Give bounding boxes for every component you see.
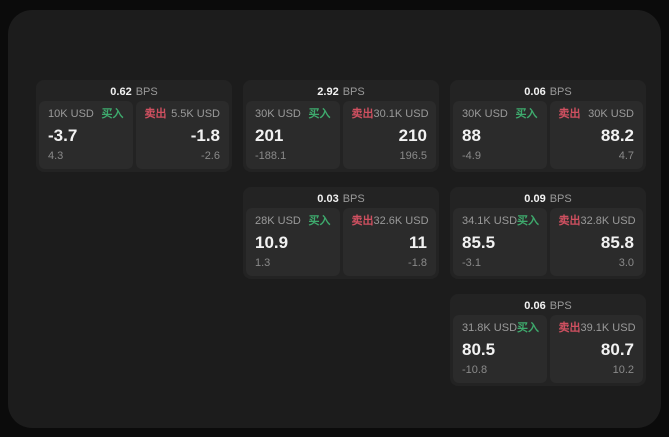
sell-size: 30.1K USD [373,108,429,120]
spread-header: 0.06 BPS [453,297,643,315]
spread-value: 0.06 [524,85,546,98]
quotes-panel: 0.62 BPS 10K USD 买入 -3.7 4.3 卖出 5.5K USD [8,10,661,428]
spread-unit: BPS [342,85,365,98]
quote-tiles: 34.1K USD 买入 85.5 -3.1 卖出 32.8K USD 85.8… [453,208,643,276]
buy-delta: 1.3 [255,257,271,269]
sell-tag: 卖出 [351,108,374,120]
buy-price: 201 [255,126,284,145]
buy-delta: -4.9 [462,150,481,162]
spread-header: 0.03 BPS [246,190,436,208]
buy-tag: 买入 [515,108,538,120]
spread-unit: BPS [135,85,158,98]
buy-size: 30K USD [255,108,301,120]
buy-size: 31.8K USD [462,322,518,334]
spread-unit: BPS [549,192,572,205]
quote-card: 0.06 BPS 30K USD 买入 88 -4.9 卖出 30K USD [450,80,646,172]
spread-value: 0.06 [524,299,546,312]
spread-unit: BPS [342,192,365,205]
buy-tile[interactable]: 30K USD 买入 88 -4.9 [453,101,547,169]
quote-tiles: 30K USD 买入 88 -4.9 卖出 30K USD 88.2 4.7 [453,101,643,169]
sell-price: 85.8 [600,233,634,252]
buy-size: 30K USD [462,108,508,120]
buy-tile[interactable]: 34.1K USD 买入 85.5 -3.1 [453,208,547,276]
buy-price: -3.7 [48,126,78,145]
buy-size: 10K USD [48,108,94,120]
buy-tile[interactable]: 10K USD 买入 -3.7 4.3 [39,101,133,169]
sell-tag: 卖出 [144,108,167,120]
sell-delta: -2.6 [201,150,220,162]
buy-tag: 买入 [101,108,124,120]
sell-delta: -1.8 [408,257,427,269]
buy-tile[interactable]: 30K USD 买入 201 -188.1 [246,101,340,169]
sell-tag: 卖出 [558,215,581,227]
sell-tile[interactable]: 卖出 30K USD 88.2 4.7 [549,101,643,169]
quote-card: 0.62 BPS 10K USD 买入 -3.7 4.3 卖出 5.5K USD [36,80,232,172]
buy-tag: 买入 [308,108,331,120]
quote-card: 2.92 BPS 30K USD 买入 201 -188.1 卖出 30.1K … [243,80,439,172]
sell-price: -1.8 [190,126,220,145]
spread-header: 0.06 BPS [453,83,643,101]
sell-size: 32.8K USD [580,215,636,227]
sell-price: 210 [398,126,427,145]
sell-tile[interactable]: 卖出 32.8K USD 85.8 3.0 [549,208,643,276]
sell-size: 30K USD [588,108,634,120]
buy-size: 28K USD [255,215,301,227]
buy-price: 10.9 [255,233,289,252]
sell-price: 88.2 [600,126,634,145]
quote-cards-grid: 0.62 BPS 10K USD 买入 -3.7 4.3 卖出 5.5K USD [36,80,646,386]
sell-tag: 卖出 [558,108,581,120]
spread-value: 0.62 [110,85,132,98]
sell-tile[interactable]: 卖出 39.1K USD 80.7 10.2 [549,315,643,383]
quote-tiles: 30K USD 买入 201 -188.1 卖出 30.1K USD 210 1… [246,101,436,169]
spread-unit: BPS [549,85,572,98]
quote-card: 0.09 BPS 34.1K USD 买入 85.5 -3.1 卖出 32.8K… [450,187,646,279]
buy-delta: -10.8 [462,364,488,376]
buy-price: 85.5 [462,233,496,252]
sell-size: 32.6K USD [373,215,429,227]
quote-tiles: 10K USD 买入 -3.7 4.3 卖出 5.5K USD -1.8 -2.… [39,101,229,169]
buy-tag: 买入 [517,322,540,334]
buy-price: 88 [462,126,481,145]
sell-tile[interactable]: 卖出 32.6K USD 11 -1.8 [342,208,436,276]
buy-tile[interactable]: 31.8K USD 买入 80.5 -10.8 [453,315,547,383]
quote-card: 0.03 BPS 28K USD 买入 10.9 1.3 卖出 32.6K US… [243,187,439,279]
quote-tiles: 28K USD 买入 10.9 1.3 卖出 32.6K USD 11 -1.8 [246,208,436,276]
spread-value: 2.92 [317,85,339,98]
buy-price: 80.5 [462,340,496,359]
buy-tile[interactable]: 28K USD 买入 10.9 1.3 [246,208,340,276]
spread-unit: BPS [549,299,572,312]
buy-delta: -3.1 [462,257,481,269]
spread-header: 0.09 BPS [453,190,643,208]
spread-header: 0.62 BPS [39,83,229,101]
spread-header: 2.92 BPS [246,83,436,101]
sell-tile[interactable]: 卖出 5.5K USD -1.8 -2.6 [135,101,229,169]
spread-value: 0.03 [317,192,339,205]
sell-delta: 10.2 [612,364,634,376]
quote-card: 0.06 BPS 31.8K USD 买入 80.5 -10.8 卖出 39.1… [450,294,646,386]
buy-tag: 买入 [308,215,331,227]
sell-tile[interactable]: 卖出 30.1K USD 210 196.5 [342,101,436,169]
spread-value: 0.09 [524,192,546,205]
sell-tag: 卖出 [558,322,581,334]
quote-tiles: 31.8K USD 买入 80.5 -10.8 卖出 39.1K USD 80.… [453,315,643,383]
sell-size: 5.5K USD [171,108,220,120]
sell-size: 39.1K USD [580,322,636,334]
sell-delta: 196.5 [399,150,427,162]
sell-tag: 卖出 [351,215,374,227]
sell-delta: 3.0 [618,257,634,269]
buy-size: 34.1K USD [462,215,518,227]
buy-delta: 4.3 [48,150,64,162]
sell-price: 80.7 [600,340,634,359]
buy-delta: -188.1 [255,150,287,162]
buy-tag: 买入 [517,215,540,227]
sell-delta: 4.7 [618,150,634,162]
sell-price: 11 [409,233,427,252]
